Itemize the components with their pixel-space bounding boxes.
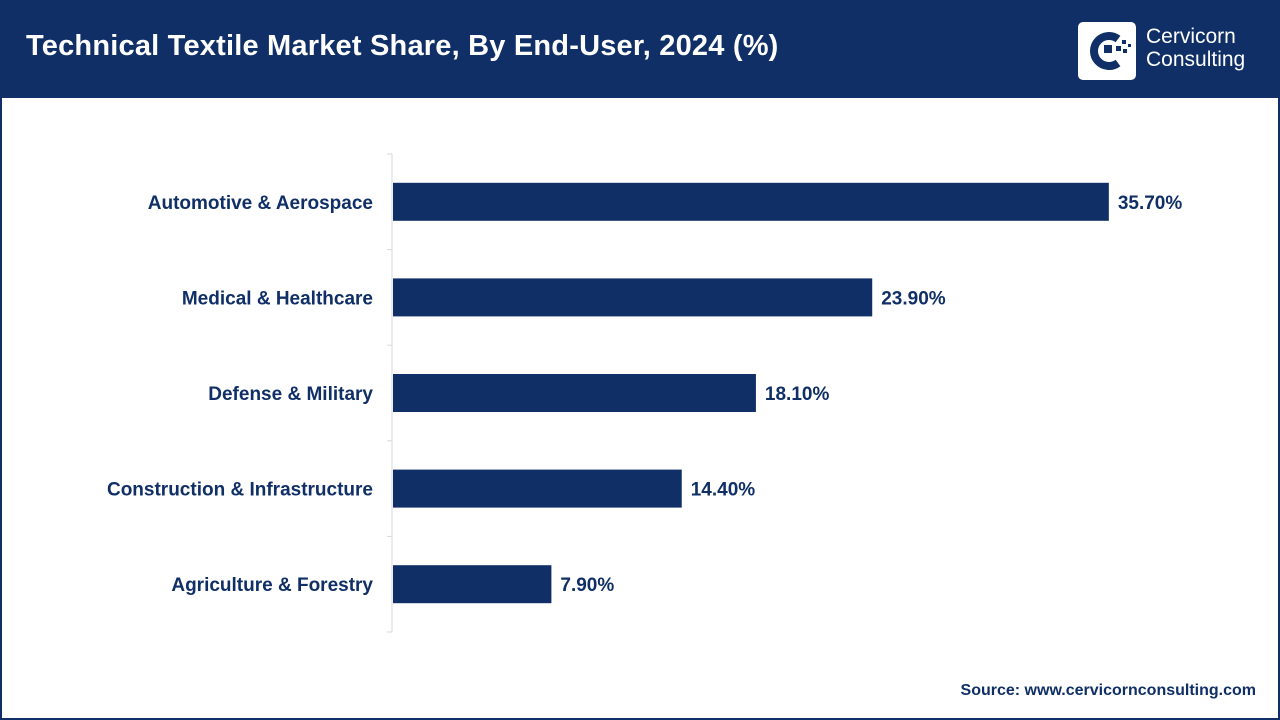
bar [393, 565, 552, 604]
logo-line-2: Consulting [1146, 48, 1246, 71]
data-label: 35.70% [1118, 193, 1183, 214]
category-label: Construction & Infrastructure [107, 480, 373, 501]
source-note: Source: www.cervicornconsulting.com [960, 682, 1256, 699]
chart-title: Technical Textile Market Share, By End-U… [26, 30, 779, 62]
bar [393, 182, 1109, 221]
bar [393, 278, 873, 317]
data-label: 18.10% [765, 384, 830, 405]
data-label: 14.40% [691, 480, 756, 501]
data-label: 23.90% [881, 288, 946, 309]
logo-line-1: Cervicorn [1146, 25, 1236, 48]
bar [393, 469, 682, 508]
chart-area: Automotive & Aerospace 35.70% Medical & He… [2, 98, 1278, 718]
category-label: Medical & Healthcare [182, 288, 373, 309]
cervicorn-logo-icon [1078, 22, 1136, 80]
category-label: Agriculture & Forestry [171, 575, 373, 596]
category-label: Automotive & Aerospace [148, 193, 373, 214]
data-label: 7.90% [560, 575, 614, 596]
brand-logo: Cervicorn Consulting [1078, 20, 1258, 80]
header-bar: Technical Textile Market Share, By End-U… [2, 2, 1278, 98]
bar-chart: Automotive & Aerospace 35.70% Medical & He… [107, 153, 1183, 633]
bar [393, 374, 756, 412]
logo-wordmark: Cervicorn Consulting [1146, 25, 1245, 71]
category-label: Defense & Military [208, 384, 373, 405]
